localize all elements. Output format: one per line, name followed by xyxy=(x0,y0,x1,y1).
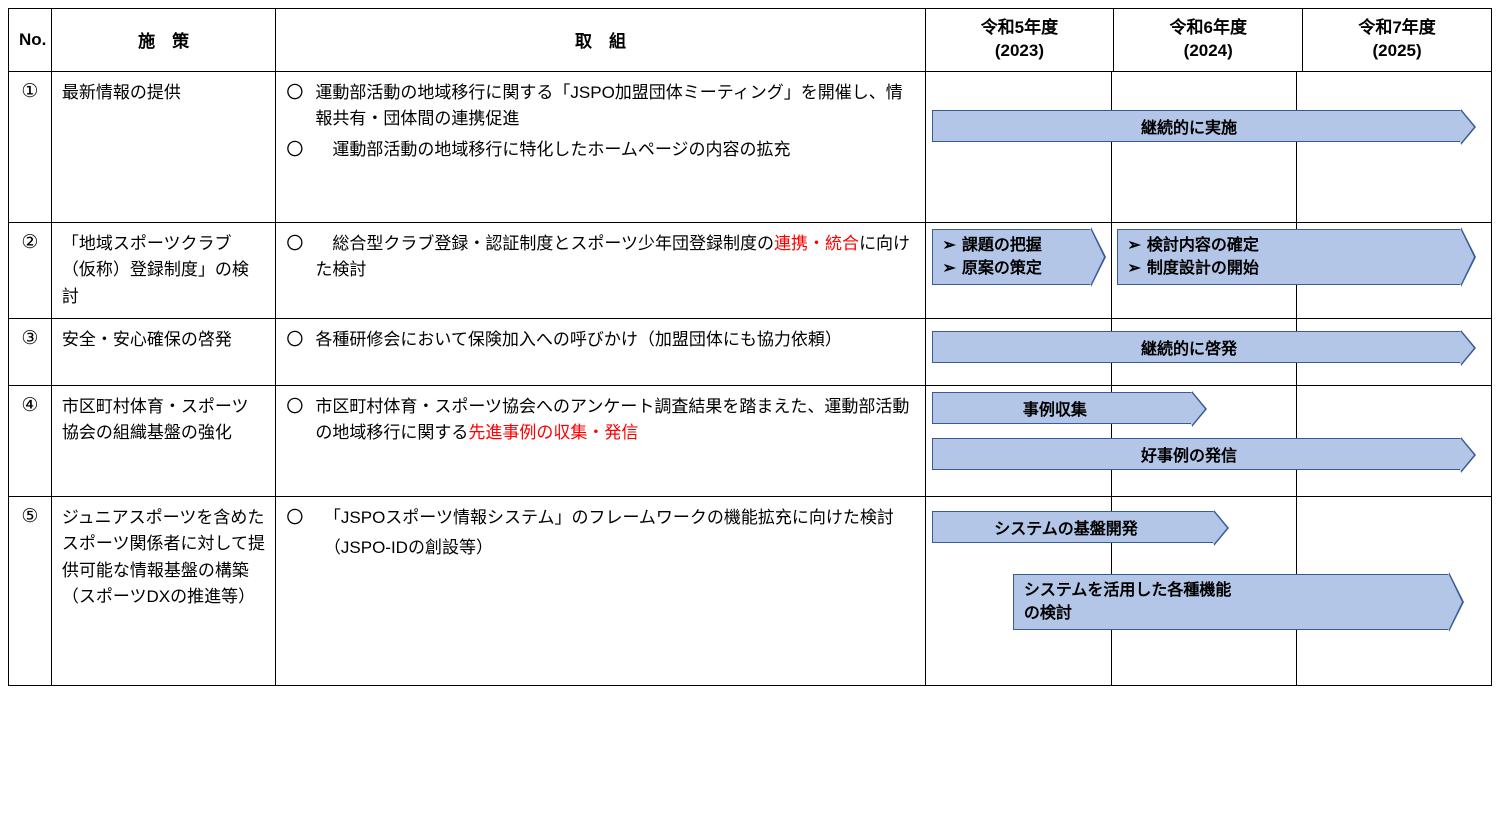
triangle-bullet-icon: ➢ xyxy=(943,257,956,280)
action-cell: 〇市区町村体育・スポーツ協会へのアンケート調査結果を踏まえた、運動部活動の地域移… xyxy=(276,385,925,496)
gantt-arrow: 好事例の発信 xyxy=(932,438,1461,470)
action-cell: 〇 総合型クラブ登録・認証制度とスポーツ少年団登録制度の連携・統合に向けた検討 xyxy=(276,222,925,318)
header-action: 取 組 xyxy=(276,9,925,72)
timeline-cell: 継続的に啓発 xyxy=(925,318,1491,385)
circle-bullet: 〇 xyxy=(286,231,303,284)
action-cell: 〇運動部活動の地域移行に関する「JSPO加盟団体ミーティング」を開催し、情報共有… xyxy=(276,71,925,222)
timeline-cell: 事例収集好事例の発信 xyxy=(925,385,1491,496)
action-text: （JSPO-IDの創設等） xyxy=(315,535,493,561)
table-row: ②「地域スポーツクラブ（仮称）登録制度」の検討〇 総合型クラブ登録・認証制度とス… xyxy=(9,222,1492,318)
gantt-arrow: システムを活用した各種機能の検討 xyxy=(1013,574,1450,630)
circle-bullet: 〇 xyxy=(286,80,303,133)
table-row: ①最新情報の提供〇運動部活動の地域移行に関する「JSPO加盟団体ミーティング」を… xyxy=(9,71,1492,222)
year-separator xyxy=(1111,223,1113,318)
action-text: 総合型クラブ登録・認証制度とスポーツ少年団登録制度の連携・統合に向けた検討 xyxy=(315,231,914,284)
gantt-arrow: ➢課題の把握➢原案の策定 xyxy=(932,229,1091,285)
timeline-cell: 継続的に実施 xyxy=(925,71,1491,222)
action-item: 〇運動部活動の地域移行に関する「JSPO加盟団体ミーティング」を開催し、情報共有… xyxy=(286,80,914,133)
header-year2: 令和6年度 (2024) xyxy=(1114,9,1303,72)
action-text: 運動部活動の地域移行に関する「JSPO加盟団体ミーティング」を開催し、情報共有・… xyxy=(315,80,914,133)
arrow-bullet: ➢検討内容の確定 xyxy=(1128,234,1450,257)
arrow-bullet: ➢制度設計の開始 xyxy=(1128,257,1450,280)
action-text: 市区町村体育・スポーツ協会へのアンケート調査結果を踏まえた、運動部活動の地域移行… xyxy=(315,394,914,447)
triangle-bullet-icon: ➢ xyxy=(1128,234,1141,257)
triangle-bullet-icon: ➢ xyxy=(1128,257,1141,280)
year-separator xyxy=(1296,72,1298,222)
gantt-arrow: ➢検討内容の確定➢制度設計の開始 xyxy=(1117,229,1461,285)
header-policy: 施 策 xyxy=(51,9,276,72)
header-year3: 令和7年度 (2025) xyxy=(1303,9,1492,72)
year-separator xyxy=(1111,72,1113,222)
action-text: 「JSPOスポーツ情報システム」のフレームワークの機能拡充に向けた検討 xyxy=(315,505,894,531)
action-item: 〇 運動部活動の地域移行に特化したホームページの内容の拡充 xyxy=(286,137,914,163)
row-number: ⑤ xyxy=(9,496,52,685)
action-item: 〇 総合型クラブ登録・認証制度とスポーツ少年団登録制度の連携・統合に向けた検討 xyxy=(286,231,914,284)
table-row: ④市区町村体育・スポーツ協会の組織基盤の強化〇市区町村体育・スポーツ協会へのアン… xyxy=(9,385,1492,496)
header-no: No. xyxy=(9,9,52,72)
action-cell: 〇 「JSPOスポーツ情報システム」のフレームワークの機能拡充に向けた検討 （J… xyxy=(276,496,925,685)
table-row: ⑤ジュニアスポーツを含めたスポーツ関係者に対して提供可能な情報基盤の構築（スポー… xyxy=(9,496,1492,685)
row-number: ② xyxy=(9,222,52,318)
action-item: （JSPO-IDの創設等） xyxy=(286,535,914,561)
triangle-bullet-icon: ➢ xyxy=(943,234,956,257)
arrow-bullet: ➢課題の把握 xyxy=(943,234,1080,257)
circle-bullet: 〇 xyxy=(286,327,303,353)
header-row: No. 施 策 取 組 令和5年度 (2023) 令和6年度 (2024) 令和… xyxy=(9,9,1492,72)
gantt-arrow: 事例収集 xyxy=(932,392,1193,424)
action-text: 各種研修会において保険加入への呼びかけ（加盟団体にも協力依頼） xyxy=(315,327,842,353)
circle-bullet: 〇 xyxy=(286,137,303,163)
action-item: 〇 「JSPOスポーツ情報システム」のフレームワークの機能拡充に向けた検討 xyxy=(286,505,914,531)
timeline-cell: システムの基盤開発システムを活用した各種機能の検討 xyxy=(925,496,1491,685)
gantt-arrow: 継続的に啓発 xyxy=(932,331,1461,363)
policy-cell: 安全・安心確保の啓発 xyxy=(51,318,276,385)
timeline-cell: ➢課題の把握➢原案の策定 ➢検討内容の確定➢制度設計の開始 xyxy=(925,222,1491,318)
header-year1: 令和5年度 (2023) xyxy=(925,9,1114,72)
action-item: 〇各種研修会において保険加入への呼びかけ（加盟団体にも協力依頼） xyxy=(286,327,914,353)
action-text: 運動部活動の地域移行に特化したホームページの内容の拡充 xyxy=(315,137,790,163)
gantt-arrow: システムの基盤開発 xyxy=(932,511,1215,543)
policy-table: No. 施 策 取 組 令和5年度 (2023) 令和6年度 (2024) 令和… xyxy=(8,8,1492,686)
gantt-arrow: 継続的に実施 xyxy=(932,110,1461,142)
circle-bullet: 〇 xyxy=(286,394,303,447)
policy-cell: ジュニアスポーツを含めたスポーツ関係者に対して提供可能な情報基盤の構築（スポーツ… xyxy=(51,496,276,685)
policy-cell: 「地域スポーツクラブ（仮称）登録制度」の検討 xyxy=(51,222,276,318)
table-row: ③安全・安心確保の啓発〇各種研修会において保険加入への呼びかけ（加盟団体にも協力… xyxy=(9,318,1492,385)
policy-cell: 最新情報の提供 xyxy=(51,71,276,222)
row-number: ③ xyxy=(9,318,52,385)
row-number: ① xyxy=(9,71,52,222)
policy-cell: 市区町村体育・スポーツ協会の組織基盤の強化 xyxy=(51,385,276,496)
arrow-bullet: ➢原案の策定 xyxy=(943,257,1080,280)
row-number: ④ xyxy=(9,385,52,496)
action-item: 〇市区町村体育・スポーツ協会へのアンケート調査結果を踏まえた、運動部活動の地域移… xyxy=(286,394,914,447)
action-cell: 〇各種研修会において保険加入への呼びかけ（加盟団体にも協力依頼） xyxy=(276,318,925,385)
circle-bullet: 〇 xyxy=(286,505,303,531)
